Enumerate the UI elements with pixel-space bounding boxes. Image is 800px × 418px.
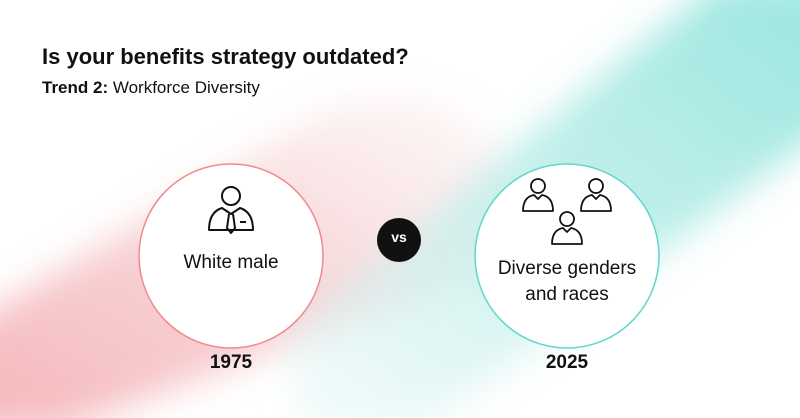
right-circle [474,163,660,349]
future-label: Diverse genders and races [497,258,637,305]
left-circle [138,163,324,349]
vs-badge [377,218,421,262]
subtitle-label: Trend 2: [42,78,109,97]
past-label: White male [183,252,279,273]
subtitle-text: Workforce Diversity [112,78,260,97]
person-icon [208,186,254,234]
group-icon [522,178,612,245]
future-year: 2025 [545,352,589,373]
vs-label: vs [391,229,407,245]
title: Is your benefits strategy outdated? [42,44,409,69]
past-year: 1975 [209,352,253,373]
subtitle: Trend 2: Workforce Diversity [42,78,260,98]
